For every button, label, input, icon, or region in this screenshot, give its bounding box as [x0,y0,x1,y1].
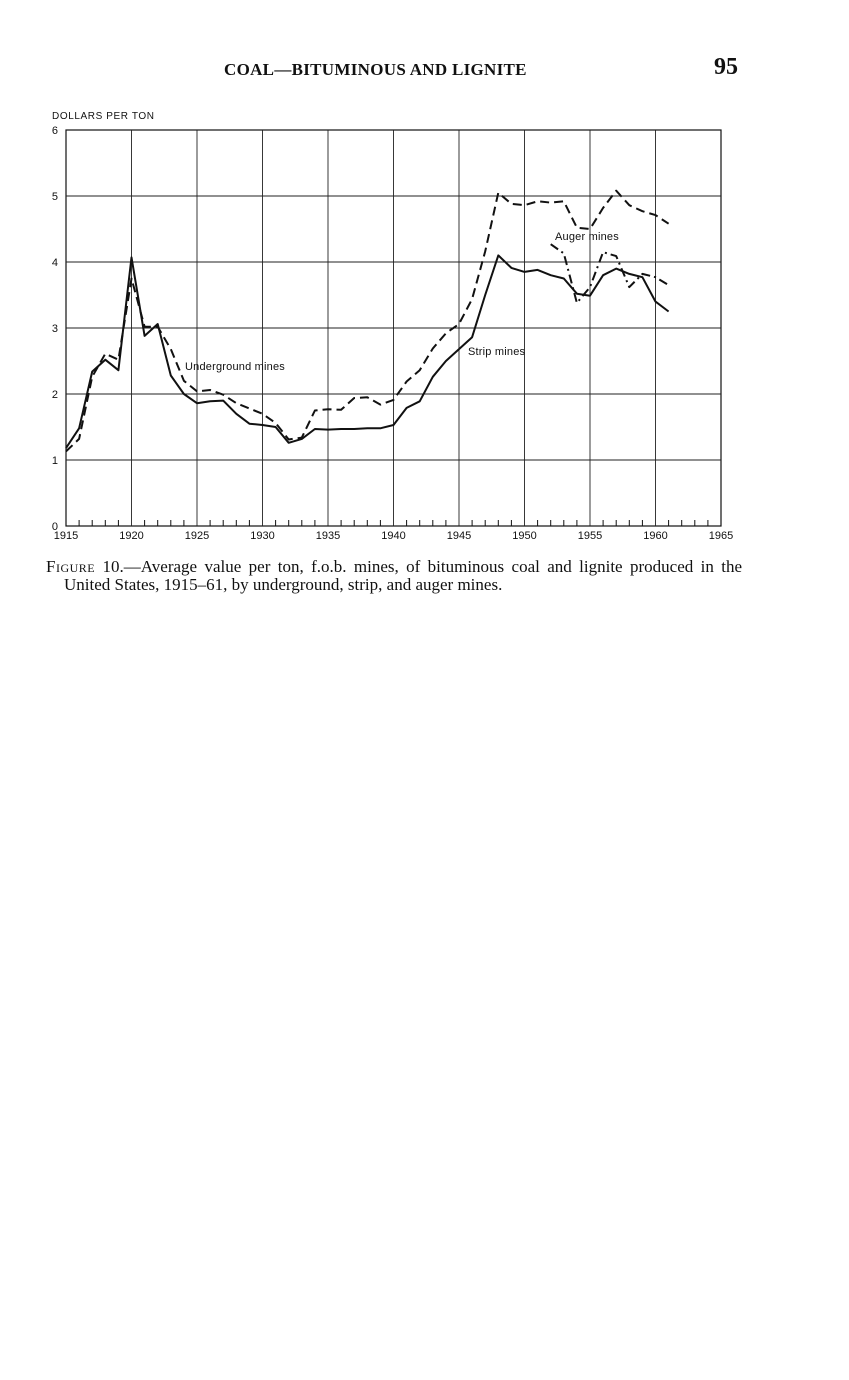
x-tick-label-1950: 1950 [512,530,536,542]
chart-grid [65,129,722,527]
y-tick-label-6: 6 [52,125,58,137]
y-tick-label-1: 1 [52,455,58,467]
label-underground-mines: Underground mines [185,361,285,373]
x-tick-label-1955: 1955 [578,530,602,542]
y-tick-label-0: 0 [52,521,58,533]
label-auger-mines: Auger mines [555,231,619,243]
running-head-title: COAL—BITUMINOUS AND LIGNITE [224,60,527,79]
x-tick-label-1960: 1960 [643,530,667,542]
x-tick-label-1930: 1930 [250,530,274,542]
figure-label: Figure [46,557,96,576]
x-tick-label-1965: 1965 [709,530,733,542]
y-tick-label-3: 3 [52,323,58,335]
page-number: 95 [714,54,738,80]
x-tick-label-1935: 1935 [316,530,340,542]
x-tick-label-1940: 1940 [381,530,405,542]
x-tick-label-1920: 1920 [119,530,143,542]
y-tick-label-4: 4 [52,257,58,269]
series-line-underground-mines [65,189,670,453]
label-strip-mines: Strip mines [468,346,526,358]
series-line-strip-mines [65,254,670,449]
x-tick-label-1915: 1915 [54,530,78,542]
series-line-auger-mines [550,243,670,304]
chart-series [65,189,670,453]
axis-ticks: 1915 1920 1925 1930 1935 1940 1945 1950 1955 1960… [52,125,733,542]
figure-caption: Figure 10.—Average value per ton, f.o.b.… [46,558,742,594]
coal-value-line-chart: DOLLARS PER TON 1915 1920 1925 1930 1935 1940… [52,111,733,542]
series-annotations: Underground mines Strip mines Auger mines [185,231,619,373]
y-tick-label-2: 2 [52,389,58,401]
figure-caption-text: 10.—Average value per ton, f.o.b. mines,… [64,557,742,594]
y-axis-label: DOLLARS PER TON [52,111,155,122]
x-tick-label-1925: 1925 [185,530,209,542]
x-tick-label-1945: 1945 [447,530,471,542]
y-tick-label-5: 5 [52,191,58,203]
